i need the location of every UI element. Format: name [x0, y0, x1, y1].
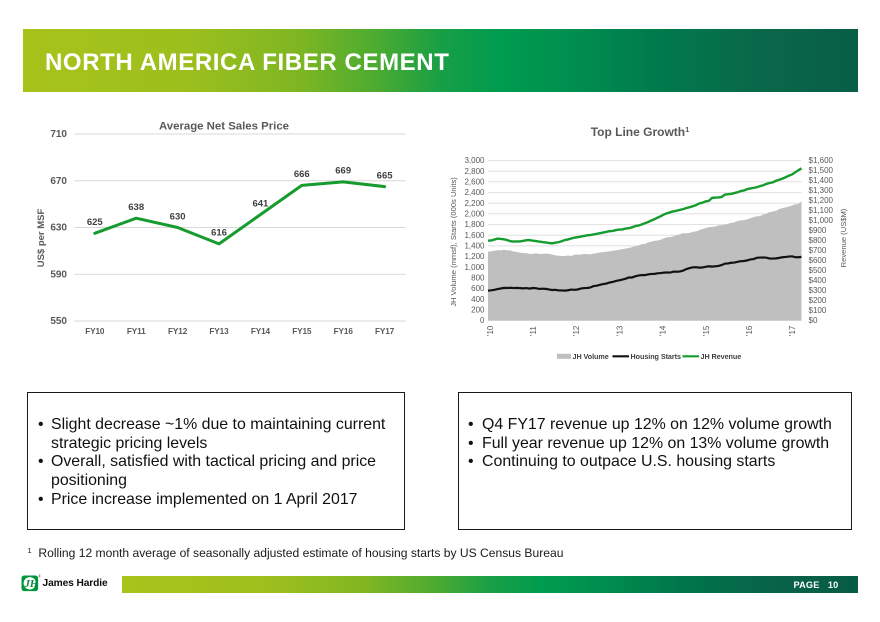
svg-text:200: 200: [471, 305, 485, 314]
svg-text:$400: $400: [809, 276, 827, 285]
svg-text:Revenue (US$M): Revenue (US$M): [839, 208, 848, 267]
svg-text:616: 616: [211, 228, 227, 239]
svg-text:FY12: FY12: [168, 327, 188, 336]
svg-text:$600: $600: [809, 256, 827, 265]
svg-text:400: 400: [471, 295, 485, 304]
svg-text:FY16: FY16: [334, 327, 354, 336]
svg-text:$1,600: $1,600: [809, 156, 834, 165]
svg-text:$300: $300: [809, 286, 827, 295]
svg-text:666: 666: [294, 169, 310, 180]
svg-text:JH Revenue: JH Revenue: [701, 352, 742, 361]
svg-text:’12: ’12: [572, 325, 581, 336]
svg-text:$700: $700: [809, 246, 827, 255]
svg-text:’15: ’15: [702, 325, 711, 336]
svg-text:665: 665: [377, 170, 394, 181]
svg-text:FY15: FY15: [292, 327, 312, 336]
svg-text:’17: ’17: [788, 325, 797, 336]
svg-text:Top Line Growth1: Top Line Growth1: [591, 125, 690, 139]
svg-text:JH Volume: JH Volume: [573, 352, 609, 361]
svg-text:2,600: 2,600: [464, 177, 485, 186]
svg-text:590: 590: [50, 269, 67, 280]
svg-text:3,000: 3,000: [464, 156, 485, 165]
svg-text:$500: $500: [809, 266, 827, 275]
svg-text:JH: JH: [24, 579, 39, 590]
svg-text:JH Volume (mmsf), Starts (000: JH Volume (mmsf), Starts (000s Units): [449, 177, 458, 307]
svg-text:FY10: FY10: [85, 327, 105, 336]
svg-text:1,800: 1,800: [464, 220, 485, 229]
svg-text:2,200: 2,200: [464, 199, 485, 208]
svg-text:’10: ’10: [486, 325, 495, 336]
svg-text:FY11: FY11: [127, 327, 146, 336]
svg-text:710: 710: [50, 129, 67, 140]
svg-text:FY13: FY13: [209, 327, 229, 336]
svg-text:FY17: FY17: [375, 327, 395, 336]
svg-text:$200: $200: [809, 296, 827, 305]
svg-text:669: 669: [335, 166, 351, 177]
svg-text:$800: $800: [809, 236, 827, 245]
svg-text:670: 670: [50, 176, 67, 187]
svg-text:FY14: FY14: [251, 327, 271, 336]
svg-text:’14: ’14: [659, 325, 668, 336]
svg-text:630: 630: [50, 223, 67, 234]
svg-text:’16: ’16: [745, 325, 754, 336]
svg-text:2,400: 2,400: [464, 188, 485, 197]
svg-text:$1,200: $1,200: [809, 196, 834, 205]
svg-text:1,200: 1,200: [464, 252, 485, 261]
svg-text:625: 625: [87, 217, 104, 228]
svg-text:$900: $900: [809, 226, 827, 235]
svg-text:600: 600: [471, 284, 485, 293]
svg-text:550: 550: [50, 316, 67, 327]
svg-text:$1,500: $1,500: [809, 166, 834, 175]
svg-text:$1,300: $1,300: [809, 186, 834, 195]
svg-text:US$ per MSF: US$ per MSF: [36, 209, 47, 268]
svg-text:$1,100: $1,100: [809, 206, 834, 215]
svg-text:638: 638: [128, 202, 144, 213]
svg-text:2,800: 2,800: [464, 167, 485, 176]
svg-text:0: 0: [480, 316, 485, 325]
svg-text:’11: ’11: [529, 326, 538, 337]
svg-text:1,000: 1,000: [464, 263, 485, 272]
svg-text:$1,400: $1,400: [809, 176, 834, 185]
svg-text:$0: $0: [809, 316, 818, 325]
svg-text:630: 630: [170, 211, 186, 222]
svg-text:Housing Starts: Housing Starts: [631, 352, 681, 361]
svg-text:Average Net Sales Price: Average Net Sales Price: [159, 121, 289, 133]
svg-text:$100: $100: [809, 306, 827, 315]
svg-text:2,000: 2,000: [464, 209, 485, 218]
svg-text:$1,000: $1,000: [809, 216, 834, 225]
svg-text:’13: ’13: [615, 325, 624, 336]
svg-text:641: 641: [252, 198, 269, 209]
svg-text:®: ®: [38, 574, 41, 578]
svg-text:1,400: 1,400: [464, 241, 485, 250]
svg-text:800: 800: [471, 273, 485, 282]
svg-text:1,600: 1,600: [464, 231, 485, 240]
